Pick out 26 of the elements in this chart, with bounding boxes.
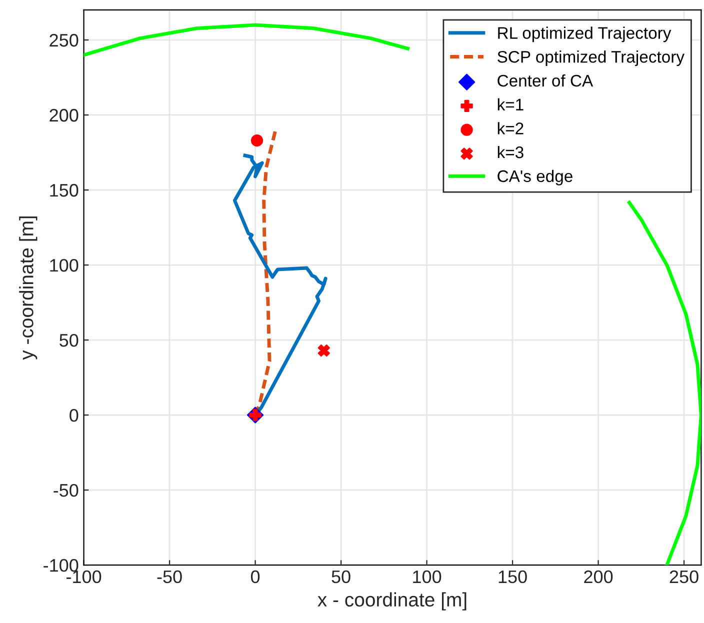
x-tick-label: -50 (157, 570, 182, 584)
y-tick-label: 0 (70, 408, 78, 422)
legend-label: SCP optimized Trajectory (498, 50, 684, 66)
legend-label: RL optimized Trajectory (498, 26, 672, 42)
legend-label: k=2 (498, 122, 524, 134)
y-tick-label: 50 (60, 334, 78, 347)
y-axis-title: y -coordinate [m] (19, 216, 38, 360)
x-tick-label: 250 (670, 570, 698, 584)
x-tick-label: 50 (332, 570, 350, 584)
x-tick-label: 150 (498, 570, 527, 584)
y-tick-label: 150 (50, 184, 78, 197)
y-tick-label: 250 (50, 34, 78, 47)
legend-label: k=1 (498, 98, 524, 110)
x-tick-label: 0 (250, 570, 260, 584)
y-tick-label: -50 (54, 484, 78, 497)
y-tick-label: -100 (44, 558, 78, 572)
legend-label: k=3 (498, 146, 524, 158)
x-axis-title: x - coordinate [m] (318, 592, 466, 610)
legend-label: Center of CA (498, 74, 594, 87)
point (318, 344, 330, 357)
y-tick-label: 200 (50, 108, 78, 122)
x-tick-label: 200 (584, 570, 613, 584)
x-tick-label: 100 (413, 570, 442, 584)
legend-label: CA's edge (498, 170, 572, 186)
y-tick-label: 100 (50, 258, 78, 272)
point (250, 134, 264, 147)
